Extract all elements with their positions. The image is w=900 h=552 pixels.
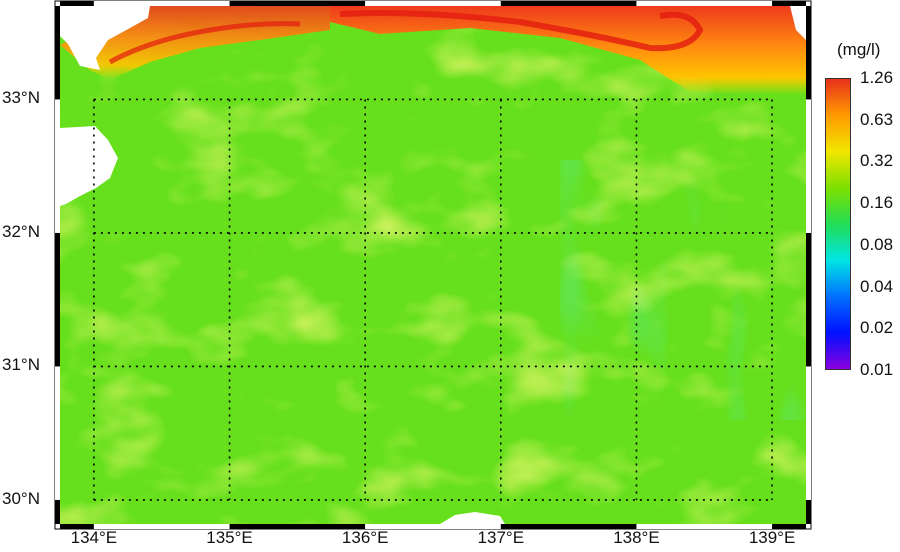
latitude-label: 32°N xyxy=(2,221,40,241)
frame-segment xyxy=(500,1,637,6)
longitude-label: 138°E xyxy=(613,528,660,547)
colorbar xyxy=(825,78,851,370)
frame-segment xyxy=(806,99,811,233)
frame-segment xyxy=(55,232,60,367)
frame-segment xyxy=(93,1,230,6)
frame-segment xyxy=(60,1,94,6)
colorbar-tick-label: 1.26 xyxy=(860,68,894,87)
land-kii-peninsula xyxy=(60,6,150,70)
colorbar-tick-label: 0.16 xyxy=(860,193,894,213)
kuroshio-band xyxy=(330,6,806,95)
frame-segment xyxy=(55,6,60,100)
frame-segment xyxy=(55,99,60,233)
frame-segment xyxy=(806,232,811,367)
frame-segment xyxy=(636,1,773,6)
longitude-label: 136°E xyxy=(341,528,389,547)
longitude-label: 139°E xyxy=(748,528,796,547)
latitude-label: 33°N xyxy=(2,88,40,108)
frame-segment xyxy=(806,366,811,500)
frame-segment xyxy=(55,499,60,524)
longitude-label: 134°E xyxy=(70,528,118,547)
longitude-label: 137°E xyxy=(477,528,525,547)
frame-segment xyxy=(60,524,94,529)
frame-segment xyxy=(772,1,806,6)
graticule xyxy=(93,98,773,501)
longitude-label: 135°E xyxy=(206,528,253,547)
frame-segment xyxy=(93,524,230,529)
frame-segment xyxy=(229,1,366,6)
colorbar-unit: (mg/l) xyxy=(837,40,881,59)
frame-segment xyxy=(365,524,501,529)
land-shikoku-coast xyxy=(60,126,118,206)
colorbar-tick-label: 0.02 xyxy=(860,318,894,338)
frame-segment xyxy=(500,524,637,529)
frame-segment xyxy=(636,524,773,529)
frame-segment xyxy=(55,366,60,500)
latitude-label: 30°N xyxy=(2,488,40,508)
land-bottom-island xyxy=(440,512,505,524)
colorbar-tick-label: 0.04 xyxy=(860,276,894,296)
frame-segment xyxy=(806,499,811,524)
map-frame xyxy=(54,0,812,530)
frame-segment xyxy=(806,6,811,100)
frame-segment xyxy=(229,524,366,529)
colorbar-tick-label: 0.63 xyxy=(860,109,894,129)
land-izu-coast xyxy=(790,6,806,40)
frame-segment xyxy=(772,524,806,529)
latitude-label: 31°N xyxy=(2,355,40,375)
colorbar-tick-label: 0.32 xyxy=(860,151,894,171)
colorbar-tick-label: 0.08 xyxy=(860,234,894,254)
colorbar-tick-label: 0.01 xyxy=(860,360,894,379)
frame-segment xyxy=(365,1,501,6)
